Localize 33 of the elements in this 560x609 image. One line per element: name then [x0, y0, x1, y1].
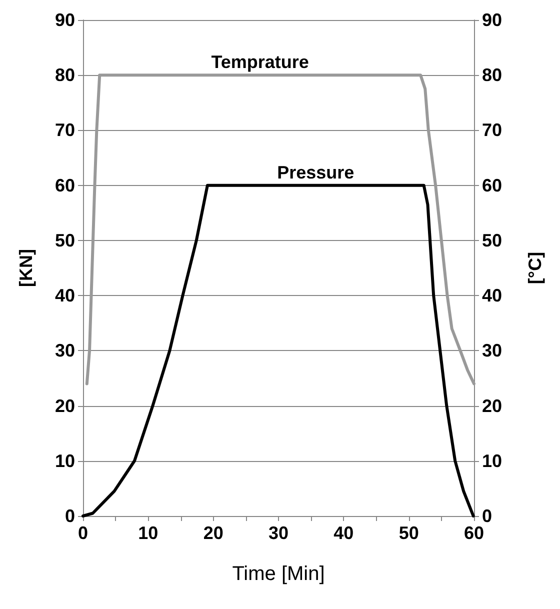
y-tick-label: 50	[54, 230, 75, 250]
y2-tick-label: 70	[482, 120, 502, 140]
y-tick-label: 90	[54, 10, 75, 30]
y-tick-label: 40	[54, 286, 75, 306]
y2-tick-label: 40	[482, 286, 502, 306]
x-tick-label: 20	[203, 523, 224, 543]
y2-tick-label: 50	[482, 230, 502, 250]
x-tick-label: 50	[398, 523, 419, 543]
x-tick-label: 30	[268, 523, 289, 543]
x-tick-label: 60	[464, 523, 484, 543]
y-tick-label: 70	[54, 120, 75, 140]
x-tick-label: 40	[334, 523, 354, 543]
y2-tick-label: 90	[482, 10, 502, 30]
y2-tick-label: 30	[482, 340, 502, 361]
y-tick-label: 10	[54, 450, 75, 471]
y2-tick-label: 60	[482, 175, 502, 196]
y-axis-title: [KN]	[16, 249, 36, 287]
y2-tick-label: 0	[482, 506, 492, 526]
series-label: Temprature	[211, 52, 309, 72]
series-label: Pressure	[277, 162, 354, 182]
x-tick-label: 0	[78, 523, 88, 543]
y2-axis-title: [°C]	[525, 252, 545, 284]
x-tick-label: 10	[138, 523, 158, 543]
y-tick-label: 80	[54, 65, 75, 86]
x-axis-title: Time [Min]	[232, 563, 325, 585]
y2-tick-label: 80	[482, 65, 502, 86]
y2-tick-label: 10	[482, 450, 502, 471]
y-tick-label: 0	[64, 506, 75, 526]
line-series	[85, 74, 476, 386]
y2-tick-label: 20	[482, 396, 502, 416]
y-tick-label: 20	[54, 396, 75, 416]
y-tick-label: 60	[54, 175, 75, 196]
y-tick-label: 30	[54, 340, 75, 361]
